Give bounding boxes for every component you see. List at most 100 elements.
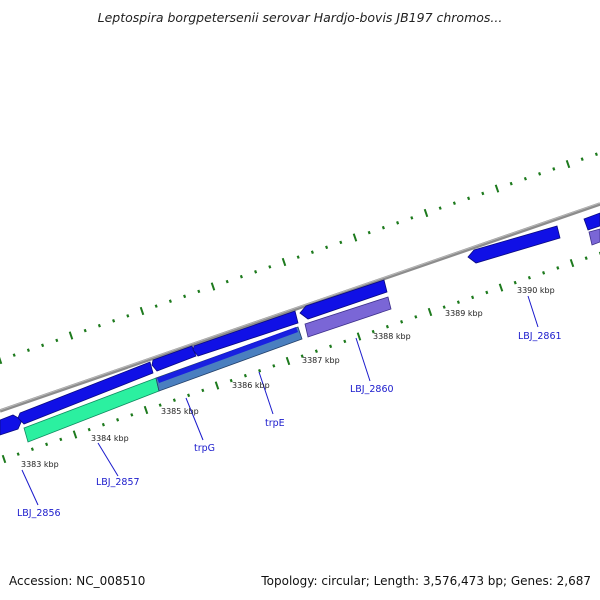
minor-tick (158, 403, 162, 407)
major-tick (1, 454, 7, 464)
minor-tick (310, 250, 314, 254)
minor-tick (594, 152, 598, 157)
minor-tick (97, 323, 101, 328)
label-connector (185, 397, 204, 441)
label-connector (355, 337, 371, 382)
genome-summary: Topology: circular; Length: 3,576,473 bp… (261, 574, 591, 588)
minor-tick (126, 314, 130, 318)
minor-tick (268, 265, 272, 269)
minor-tick (168, 299, 172, 303)
minor-tick (339, 240, 343, 245)
minor-tick (197, 289, 201, 294)
minor-tick (329, 344, 333, 349)
minor-tick (272, 364, 276, 368)
major-tick (352, 233, 358, 242)
minor-tick (16, 452, 20, 456)
minor-tick (542, 271, 546, 275)
tick-label: 3383 kbp (21, 460, 59, 469)
accession-label: Accession: NC_008510 (9, 574, 146, 588)
tick-labels: 3383 kbp 3384 kbp 3385 kbp 3386 kbp 3387… (21, 286, 555, 469)
gene-feature[interactable] (583, 212, 600, 231)
minor-tick (471, 295, 475, 300)
tick-label: 3384 kbp (91, 434, 129, 443)
reverse-strand-genes (23, 228, 600, 443)
minor-tick (314, 349, 318, 353)
minor-tick (83, 328, 87, 333)
minor-tick (45, 442, 49, 447)
gene-feature[interactable] (17, 361, 154, 425)
minor-tick (55, 338, 59, 343)
tick-label: 3387 kbp (302, 356, 340, 365)
minor-tick (396, 221, 400, 225)
tick-label: 3390 kbp (517, 286, 555, 295)
minor-tick (438, 206, 442, 210)
minor-tick (296, 255, 300, 259)
gene-feature[interactable] (588, 228, 600, 246)
tick-marks (0, 152, 600, 464)
minor-tick (30, 447, 34, 451)
minor-tick (154, 304, 158, 308)
major-tick (427, 307, 433, 317)
minor-tick (225, 279, 229, 284)
gene-feature[interactable] (192, 310, 299, 357)
label-connector (527, 295, 539, 328)
major-tick (143, 405, 149, 415)
minor-tick (527, 275, 531, 280)
major-tick (356, 332, 362, 341)
gene-label[interactable]: trpG (194, 443, 215, 454)
minor-tick (172, 398, 176, 402)
gene-feature[interactable] (151, 345, 197, 372)
gene-feature[interactable] (299, 279, 388, 320)
major-tick (281, 257, 287, 267)
tick-label: 3389 kbp (445, 309, 483, 318)
minor-tick (467, 196, 471, 201)
minor-tick (87, 427, 91, 432)
gene-feature[interactable] (467, 225, 561, 264)
forward-strand-genes (0, 212, 600, 436)
minor-tick (456, 300, 460, 304)
label-connector (258, 371, 274, 415)
gene-label[interactable]: trpE (265, 418, 285, 429)
major-tick (569, 258, 575, 268)
minor-tick (201, 388, 205, 393)
major-tick (72, 430, 78, 439)
major-tick (210, 282, 216, 291)
major-tick (498, 283, 504, 292)
minor-tick (26, 348, 30, 352)
minor-tick (243, 373, 247, 378)
minor-tick (229, 378, 233, 383)
major-tick (68, 331, 74, 340)
gene-label[interactable]: LBJ_2856 (17, 508, 61, 519)
minor-tick (523, 176, 527, 181)
minor-tick (381, 225, 385, 230)
tick-label: 3385 kbp (161, 407, 199, 416)
minor-tick (187, 393, 191, 398)
minor-tick (538, 172, 542, 176)
label-connector (97, 442, 119, 477)
minor-tick (452, 201, 456, 205)
map-title: Leptospira borgpetersenii serovar Hardjo… (97, 10, 503, 25)
major-tick (214, 381, 220, 390)
major-tick (565, 159, 571, 169)
major-tick (285, 356, 291, 366)
minor-tick (584, 256, 588, 260)
tick-label: 3386 kbp (232, 381, 270, 390)
minor-tick (343, 339, 347, 344)
minor-tick (485, 290, 489, 295)
minor-tick (367, 230, 371, 235)
gene-label[interactable]: LBJ_2861 (518, 331, 562, 342)
minor-tick (130, 413, 134, 417)
minor-tick (258, 369, 262, 373)
minor-tick (254, 270, 258, 274)
minor-tick (112, 319, 116, 323)
gene-feature[interactable] (304, 296, 392, 338)
minor-tick (385, 324, 389, 329)
gene-label[interactable]: LBJ_2860 (350, 384, 394, 395)
gene-feature[interactable] (157, 327, 298, 383)
gene-feature[interactable] (0, 414, 23, 436)
major-tick (0, 356, 3, 365)
label-connector (21, 469, 39, 506)
minor-tick (116, 418, 120, 422)
gene-label[interactable]: LBJ_2857 (96, 477, 140, 488)
